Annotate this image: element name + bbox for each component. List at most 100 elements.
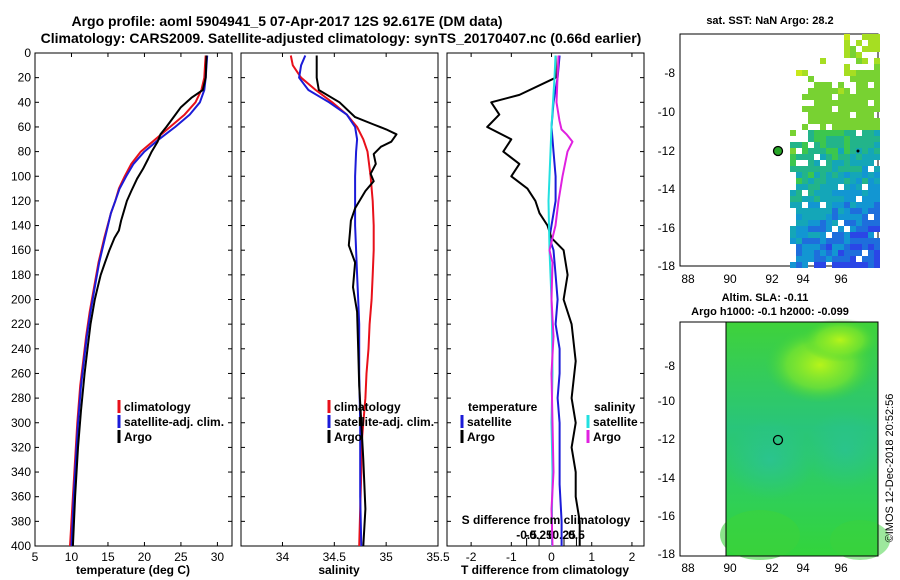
sst-cell: [844, 256, 850, 262]
sst-cell: [802, 262, 808, 268]
difference-series-s-argo: [548, 55, 574, 546]
salinity-series-group: [289, 55, 398, 546]
sst-cell: [844, 94, 850, 100]
sst-cell: [796, 256, 802, 262]
salinity-xlabel: salinity: [318, 563, 360, 577]
legend-climatology: climatology: [334, 400, 401, 414]
sst-cell: [808, 166, 814, 172]
sst-cell: [856, 112, 862, 118]
sst-cell: [832, 130, 838, 136]
sst-cell: [838, 88, 844, 94]
sst-cell: [802, 214, 808, 220]
sst-cell: [802, 142, 808, 148]
legend-argo: Argo: [124, 430, 152, 444]
sst-cell: [844, 166, 850, 172]
imos-credit: ©IMOS 12-Dec-2018 20:52:56: [884, 394, 896, 543]
sst-cell: [790, 226, 796, 232]
sst-cell: [850, 124, 856, 130]
sst-cell: [862, 130, 868, 136]
sst-cell: [850, 142, 856, 148]
sst-cell: [868, 202, 874, 208]
y-tick-label: 320: [11, 440, 31, 454]
sst-cell: [796, 226, 802, 232]
sst-cell: [796, 220, 802, 226]
sst-cell: [808, 190, 814, 196]
sst-cell: [832, 244, 838, 250]
sst-cell: [874, 208, 880, 214]
sst-cell: [856, 160, 862, 166]
sst-cell: [844, 34, 850, 40]
sst-cell: [808, 250, 814, 256]
sla-xtick: 96: [834, 561, 848, 575]
sst-cell: [832, 250, 838, 256]
sst-cell: [874, 244, 880, 250]
sst-cell: [862, 76, 868, 82]
sst-cell: [868, 232, 874, 238]
sst-cell: [868, 190, 874, 196]
difference-series-group: [486, 55, 581, 546]
sst-cell: [820, 94, 826, 100]
x-tick-label: 2: [629, 550, 636, 564]
sst-cell: [844, 250, 850, 256]
sst-cell: [814, 250, 820, 256]
sst-cell: [862, 136, 868, 142]
sst-cell: [790, 190, 796, 196]
sst-cell: [838, 160, 844, 166]
sst-cell: [844, 208, 850, 214]
sst-cell: [814, 238, 820, 244]
sst-cell: [790, 160, 796, 166]
sst-ytick: -16: [658, 221, 676, 235]
sst-cell: [874, 124, 880, 130]
sst-cell: [814, 130, 820, 136]
sst-cell: [820, 100, 826, 106]
sst-cell: [844, 232, 850, 238]
sst-cell: [850, 118, 856, 124]
sst-cell: [874, 58, 880, 64]
sst-cell: [868, 178, 874, 184]
sst-cell: [844, 64, 850, 70]
x-tick-label: 30: [211, 550, 225, 564]
sst-cell: [856, 142, 862, 148]
sst-cell: [862, 208, 868, 214]
sst-cell: [820, 130, 826, 136]
sst-cell: [808, 172, 814, 178]
sst-cell: [844, 178, 850, 184]
sst-cell: [850, 178, 856, 184]
sst-cell: [868, 250, 874, 256]
y-tick-label: 260: [11, 366, 31, 380]
sst-cell: [862, 220, 868, 226]
sst-cell: [796, 70, 802, 76]
sst-cell: [868, 136, 874, 142]
sst-cell: [850, 106, 856, 112]
sst-cell: [838, 256, 844, 262]
sst-cell: [850, 250, 856, 256]
sst-cell: [802, 184, 808, 190]
sst-cell: [838, 262, 844, 268]
sst-cell: [850, 262, 856, 268]
sst-cell: [850, 184, 856, 190]
sst-cell: [838, 190, 844, 196]
sst-cell: [820, 58, 826, 64]
sst-cell: [862, 118, 868, 124]
sst-cell: [814, 256, 820, 262]
sst-cell: [856, 40, 862, 46]
sst-cell: [796, 262, 802, 268]
sst-cell: [856, 58, 862, 64]
sst-cell: [844, 118, 850, 124]
sst-cell: [820, 238, 826, 244]
s-difference-axis-label: S difference from climatology: [462, 513, 631, 527]
sst-cell: [820, 166, 826, 172]
sst-cell: [838, 214, 844, 220]
legend-t-argo: Argo: [467, 430, 495, 444]
sst-cell: [844, 88, 850, 94]
sst-cell: [862, 178, 868, 184]
sst-cell: [790, 142, 796, 148]
sst-cell: [796, 190, 802, 196]
sst-cell: [856, 172, 862, 178]
sst-cell: [826, 106, 832, 112]
sst-cell: [874, 214, 880, 220]
sst-cell: [820, 124, 826, 130]
x-tick-label: 10: [65, 550, 79, 564]
sst-cell: [862, 94, 868, 100]
sst-cell: [874, 190, 880, 196]
